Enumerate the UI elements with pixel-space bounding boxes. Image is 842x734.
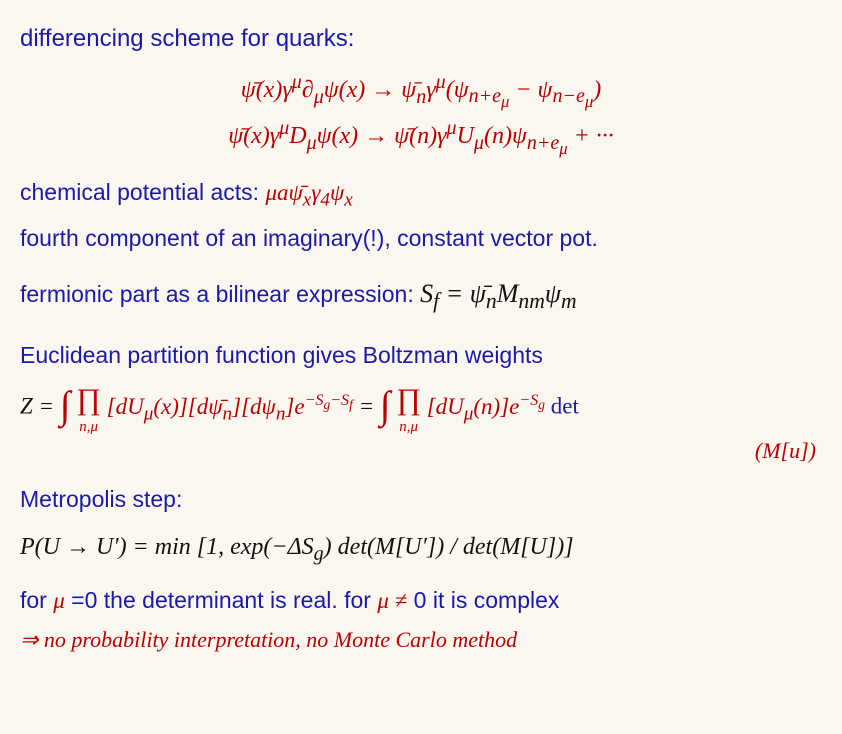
integral-icon-2: ∫ bbox=[380, 379, 391, 434]
eq-differencing: ψ̄(x)γμ∂μψ(x) → ψ̄nγμ(ψn+eμ − ψn−eμ) ψ̄(… bbox=[20, 68, 822, 160]
eq-differencing-line2: ψ̄(x)γμDμψ(x) → ψ̄(n)γμUμ(n)ψn+eμ + ··· bbox=[20, 114, 822, 160]
no-probability-annotation: ⇒ no probability interpretation, no Mont… bbox=[20, 625, 822, 656]
eq-partition-measure1: [dUμ(x)][dψ̄n][dψn]e bbox=[107, 394, 305, 419]
eq-partition-exp1: −Sg−Sf bbox=[305, 392, 353, 409]
fermionic-text: fermionic part as a bilinear expression: bbox=[20, 281, 420, 307]
mu-zero-e: 0 it is complex bbox=[414, 587, 560, 613]
fermionic-expr: Sf = ψ̄nMnmψm bbox=[420, 279, 577, 308]
partition-line: Euclidean partition function gives Boltz… bbox=[20, 339, 822, 371]
mu-zero-a: for bbox=[20, 587, 53, 613]
heading-differencing: differencing scheme for quarks: bbox=[20, 22, 822, 56]
eq-partition: Z = ∫ ∏ n,μ [dUμ(x)][dψ̄n][dψn]e−Sg−Sf =… bbox=[20, 379, 822, 467]
mu-symbol-1: μ bbox=[53, 588, 65, 613]
chem-potential-line: chemical potential acts: μaψ̄xγ4ψx bbox=[20, 176, 822, 214]
eq-partition-hand-annotation: (M[u]) bbox=[20, 436, 822, 467]
eq-partition-measure2: [dUμ(n)]e bbox=[427, 394, 520, 419]
chem-potential-text: chemical potential acts: bbox=[20, 179, 265, 205]
fermionic-line: fermionic part as a bilinear expression:… bbox=[20, 276, 822, 317]
fourth-component-line: fourth component of an imaginary(!), con… bbox=[20, 222, 822, 254]
eq-differencing-line1: ψ̄(x)γμ∂μψ(x) → ψ̄nγμ(ψn+eμ − ψn−eμ) bbox=[20, 68, 822, 114]
mu-symbol-2: μ ≠ bbox=[377, 588, 407, 613]
integral-icon: ∫ bbox=[60, 379, 71, 434]
eq-metropolis: P(U → U′) = min [1, exp(−ΔSg) det(M[U′])… bbox=[20, 531, 822, 568]
mu-zero-line: for μ =0 the determinant is real. for μ … bbox=[20, 584, 822, 617]
eq-partition-det: det bbox=[551, 394, 579, 419]
chem-potential-expr: μaψ̄xγ4ψx bbox=[265, 180, 352, 205]
product-2: ∏ n,μ bbox=[396, 379, 421, 438]
mu-zero-c: =0 the determinant is real. for bbox=[71, 587, 377, 613]
eq-partition-eq: = bbox=[359, 394, 375, 419]
eq-partition-exp2: −Sg bbox=[519, 392, 545, 409]
slide-root: differencing scheme for quarks: ψ̄(x)γμ∂… bbox=[20, 22, 822, 656]
product-1: ∏ n,μ bbox=[76, 379, 101, 438]
eq-partition-lhs: Z = bbox=[20, 394, 54, 419]
metropolis-heading: Metropolis step: bbox=[20, 483, 822, 515]
